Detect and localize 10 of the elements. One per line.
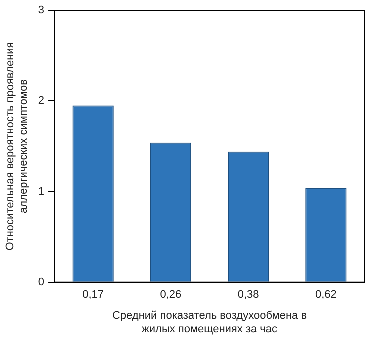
x-axis-title: Средний показатель воздухообмена в жилых помещениях за час: [112, 310, 308, 336]
y-tick-label: 3: [38, 4, 45, 17]
y-tick-label: 2: [38, 95, 45, 108]
x-tick-label: 0,62: [315, 289, 337, 302]
x-tick-label: 0,17: [82, 289, 104, 302]
y-tick-label: 1: [38, 186, 45, 198]
y-tick-label: 0: [38, 276, 45, 288]
y-axis-title: Относительная вероятность проявления аллергических симптомов: [4, 42, 30, 251]
x-tick-label: 0,26: [160, 289, 182, 302]
x-tick-label: 0,38: [238, 289, 260, 302]
